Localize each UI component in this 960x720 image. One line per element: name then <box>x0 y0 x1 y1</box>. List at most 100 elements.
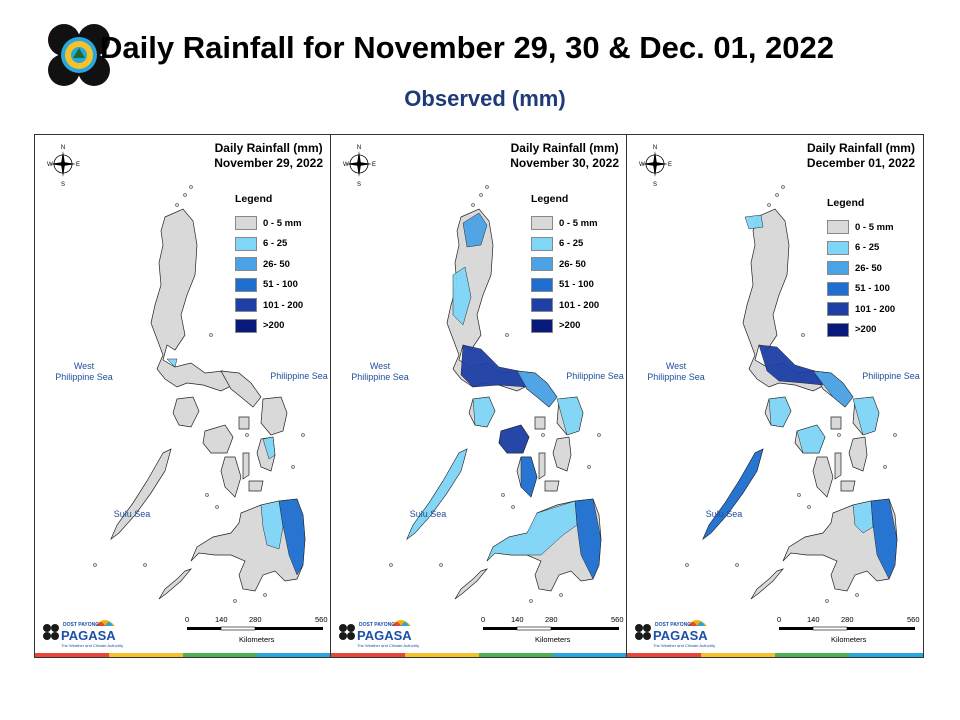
rain-area <box>812 370 854 408</box>
svg-text:N: N <box>653 145 657 151</box>
rainfall-map-panel-1: N S W E Daily Rainfall (mm) November 29, … <box>34 134 332 658</box>
legend-item: 0 - 5 mm <box>235 213 327 234</box>
rain-area <box>852 396 880 436</box>
legend-swatch <box>235 318 257 333</box>
islet <box>559 593 563 597</box>
svg-text:W: W <box>639 162 645 168</box>
legend-swatch <box>235 236 257 251</box>
pagasa-logo: DOST PAYONG PAGASA The Weather and Clima… <box>335 612 419 652</box>
page-title: Daily Rainfall for November 29, 30 & Dec… <box>100 30 835 65</box>
islet <box>93 563 97 567</box>
rainfall-map-panel-3: N S W E Daily Rainfall (mm) December 01, … <box>626 134 924 658</box>
legend-swatch <box>827 220 849 235</box>
legend-swatch <box>827 322 849 337</box>
rain-area <box>744 214 764 230</box>
legend-title: Legend <box>827 197 865 209</box>
legend-swatch <box>235 298 257 313</box>
islet <box>439 563 443 567</box>
island-bicol <box>220 370 262 408</box>
label-west-philippine-sea: West Philippine Sea <box>351 361 409 382</box>
color-stripe <box>331 653 627 657</box>
svg-text:W: W <box>47 162 53 168</box>
islet <box>301 433 305 437</box>
rain-area <box>702 448 764 540</box>
islet <box>855 593 859 597</box>
islet <box>825 599 829 603</box>
legend-label: 51 - 100 <box>855 283 890 295</box>
label-sulu-sea: Sulu Sea <box>409 509 447 519</box>
islet <box>471 203 475 207</box>
islet <box>801 333 805 337</box>
scale-tick-label: 280 <box>249 615 262 624</box>
island-leyte <box>552 436 572 472</box>
legend-swatch <box>827 302 849 317</box>
label-sulu-sea: Sulu Sea <box>705 509 743 519</box>
island-masbate <box>830 416 842 430</box>
legend-label: 51 - 100 <box>559 279 594 291</box>
svg-text:PAGASA: PAGASA <box>357 628 412 643</box>
svg-text:The Weather and Climate Author: The Weather and Climate Authority <box>357 643 419 648</box>
legend-label: 0 - 5 mm <box>263 217 302 229</box>
island-cebu <box>242 452 250 480</box>
rain-area <box>486 500 578 562</box>
scale-tick-label: 140 <box>807 615 820 624</box>
svg-text:The Weather and Climate Author: The Weather and Climate Authority <box>61 643 123 648</box>
legend-label: 101 - 200 <box>855 303 896 315</box>
legend-swatch <box>531 236 553 251</box>
svg-text:PAGASA: PAGASA <box>653 628 708 643</box>
color-stripe <box>35 653 331 657</box>
scale-tick-label: 0 <box>777 615 782 624</box>
islet <box>511 505 515 509</box>
rain-area <box>520 456 538 498</box>
compass-rose-icon: N S W E <box>637 141 673 188</box>
legend-swatch <box>531 298 553 313</box>
scale-tick-label: 140 <box>511 615 524 624</box>
legend-label: 0 - 5 mm <box>559 217 598 229</box>
svg-text:E: E <box>372 162 376 168</box>
rain-area <box>462 212 488 248</box>
map-svg <box>93 185 306 603</box>
legend-label: 6 - 25 <box>263 238 288 250</box>
pagasa-logo: DOST PAYONG PAGASA The Weather and Clima… <box>39 612 123 652</box>
islet <box>263 593 267 597</box>
scale-tick-label: 0 <box>481 615 486 624</box>
svg-text:E: E <box>76 162 80 168</box>
rainfall-map-panel-2: N S W E Daily Rainfall (mm) November 30, … <box>330 134 628 658</box>
legend-swatch <box>235 216 257 231</box>
svg-text:DOST PAYONG: DOST PAYONG <box>63 622 99 628</box>
legend-label: 26- 50 <box>263 258 290 270</box>
rain-area <box>758 344 824 386</box>
rain-area <box>260 500 284 550</box>
rain-area <box>852 500 874 534</box>
scale-tick-label: 560 <box>611 615 624 624</box>
islet <box>175 203 179 207</box>
legend-label: 101 - 200 <box>263 299 304 311</box>
islet <box>807 505 811 509</box>
islet <box>505 333 509 337</box>
scale-unit: Kilometers <box>831 635 867 644</box>
island-leyte <box>848 436 868 472</box>
panel-title: Daily Rainfall (mm) November 29, 2022 <box>214 141 323 171</box>
legend-label: 6 - 25 <box>855 242 880 254</box>
compass-rose-icon: N S W E <box>341 141 377 188</box>
label-west-philippine-sea: West Philippine Sea <box>55 361 113 382</box>
rain-area <box>796 424 826 454</box>
islet <box>291 465 295 469</box>
island-bohol <box>840 480 856 492</box>
islet <box>209 333 213 337</box>
svg-text:DOST PAYONG: DOST PAYONG <box>359 622 395 628</box>
panel-title-line1: Daily Rainfall (mm) <box>510 141 619 155</box>
rain-area <box>452 266 472 326</box>
legend-item: 51 - 100 <box>235 275 327 296</box>
scale-tick-label: 280 <box>841 615 854 624</box>
pagasa-logo: DOST PAYONG PAGASA The Weather and Clima… <box>631 612 715 652</box>
svg-text:DOST PAYONG: DOST PAYONG <box>655 622 691 628</box>
legend-item: 101 - 200 <box>235 295 327 316</box>
islet <box>389 563 393 567</box>
legend-swatch <box>235 277 257 292</box>
color-stripe <box>627 653 923 657</box>
rain-area <box>556 396 584 436</box>
svg-text:W: W <box>343 162 349 168</box>
legend-item: 51 - 100 <box>531 275 623 296</box>
islet <box>735 563 739 567</box>
